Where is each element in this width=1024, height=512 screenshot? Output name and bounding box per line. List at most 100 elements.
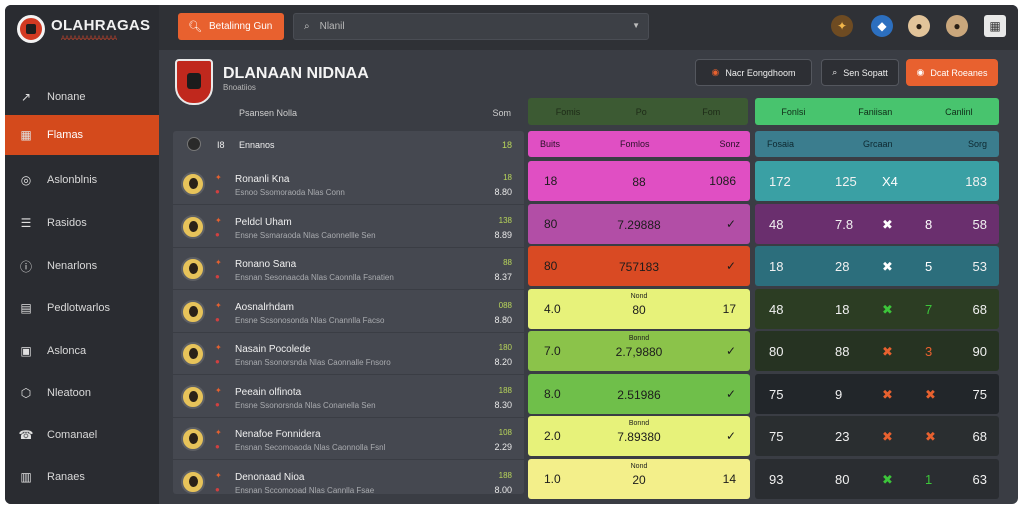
stat-cell: 7.89380 [617,430,661,444]
avatar[interactable]: ● [946,15,968,37]
table-row[interactable]: 1.0 Nond 20 14 [528,458,750,499]
sidebar-item-flamas[interactable]: ▦ Flamas [5,115,159,155]
player-value: 8.80 [494,187,512,197]
right-col-label: Fonlsi [781,106,806,117]
sidebar-item-label: Comanael [47,429,98,441]
settings-icon: ◉ [711,67,720,77]
table-row[interactable]: 18 28 ✖ 5 53 [755,246,999,286]
table-header-row: Buits Fomlos Sonz [528,131,750,157]
sidebar-item-nleatoon[interactable]: ⬡ Nleatoon [5,373,159,413]
sidebar-item-aslonca[interactable]: ▣ Aslonca [5,331,159,371]
app-logo[interactable]: OLAHRAGAS AAAAAAAAAAAAAA [15,11,155,49]
player-value: 8.30 [494,399,512,410]
trophy-icon[interactable]: ✦ [831,15,853,37]
avatar [181,257,205,281]
stat-cell: ✓ [725,259,736,273]
table-row[interactable]: ✦ ● Ronanli Kna Esnoo Ssomoraoda Nlas Conn 1… [173,163,524,205]
table-row[interactable]: 7.0 Bonnd 2.7,9880 ✓ [528,331,750,371]
header-cell: Ennanos [239,140,275,150]
avatar[interactable]: ● [908,15,930,37]
header-button-label: Sen Sopatt [843,67,888,78]
player-value: 138 [498,215,512,225]
sidebar-item-label: Pedlotwarlos [47,302,110,314]
right-column-header[interactable]: Fonlsi Faniisan Canlinl [755,98,999,125]
player-name: Peeain olfinota [235,386,302,398]
avatar [181,427,205,451]
sidebar-item-label: Aslonblnis [47,174,98,186]
header-button-3[interactable]: ◉ Dcat Roeanes [906,59,998,86]
top-action-button[interactable]: 🔍︎ Betalinng Gun [178,13,284,40]
sidebar-item-label: Nenarlons [47,260,98,272]
table-row[interactable]: ✦ ● Ronano Sana Ensnan Sesonaacda Nlas Caon… [173,248,524,290]
table-row[interactable]: ✦ ● Peeain olfinota Ensne Ssonorsnda Nlas C… [173,376,524,418]
table-row[interactable]: 93 80 ✖ 1 63 [755,458,999,499]
search-input[interactable]: ⌕ Nlanil ▼ [293,13,649,40]
table-row[interactable]: 75 23 ✖ ✖ 68 [755,416,999,456]
header-button-2[interactable]: ⌕ Sen Sopatt [821,59,899,86]
avatar [187,137,201,151]
table-row[interactable]: 4.0 Nond 80 17 [528,288,750,329]
table-row[interactable]: ✦ ● Peldcl Uham Ensne Ssmaraoda Nlas Caonne… [173,206,524,248]
star-icon: ✦ [215,300,222,310]
stat-cell: 3 [925,344,933,359]
table-row[interactable]: 80 88 ✖ 3 90 [755,331,999,371]
table-row[interactable]: 75 9 ✖ ✖ 75 [755,373,999,414]
stat-cell: 7 [925,301,933,317]
stat-cell: 80 [544,259,558,273]
sidebar-item-rasidos[interactable]: ☰ Rasidos [5,203,159,243]
stat-cell: 80 [835,471,850,487]
stat-cell: 7.0 [544,344,561,358]
sidebar-item-aslonblnis[interactable]: ◎ Aslonblnis [5,160,159,200]
table-row[interactable]: 48 7.8 ✖ 8 58 [755,203,999,244]
table-row[interactable]: 80 757183 ✓ [528,246,750,286]
player-name: Nasain Pocolede [235,344,311,355]
mark-icon: ✖ [882,216,893,232]
stat-cell: 23 [835,429,850,444]
table-row[interactable]: ✦ ● Aosnalrhdam Ensne Scsonosonda Nlas Cnan… [173,291,524,333]
player-value: 18 [503,173,512,182]
avatar [181,172,205,196]
header-cell: 18 [501,140,512,150]
logo-text: OLAHRAGAS [51,17,151,34]
phone-icon: ☎ [18,428,34,442]
stat-cell: 28 [835,259,850,274]
table-row[interactable]: 80 7.29888 ✓ [528,203,750,244]
table-row[interactable]: 172 125 X4 183 [755,161,999,201]
star-icon: ✦ [215,343,222,352]
stat-cell: 1086 [709,174,736,188]
sidebar-item-nonane[interactable]: ↗ Nonane [5,77,159,117]
stat-cell: 14 [722,471,736,486]
flag-icon: ● [215,357,220,366]
stat-cell: 5 [925,259,933,274]
avatar [181,469,205,494]
flag-icon: ● [215,484,220,494]
stat-cell: 2.51986 [617,387,661,402]
table-row[interactable]: ✦ ● Nenafoe Fonnidera Ensnan Secomoaoda Nla… [173,418,524,460]
table-row[interactable]: 8.0 2.51986 ✓ [528,373,750,414]
table-row[interactable]: ✦ ● Nasain Pocolede Ensnan Ssonorsnda Nlas … [173,333,524,375]
stat-sub-label: Bonnd [628,335,650,342]
header-button-label: Dcat Roeanes [930,67,988,78]
table-row[interactable]: ✦ ● Denonaad Nioa Ensnan Sccomooad Nlas Can… [173,461,524,503]
chevron-down-icon[interactable]: ▼ [632,21,640,30]
calendar-icon[interactable]: ▦ [984,15,1006,37]
stat-cell: 125 [835,174,857,189]
table-row[interactable]: 2.0 Bonnd 7.89380 ✓ [528,416,750,456]
player-desc: Ensne Scsonosonda Nlas Cnannlla Facso [235,315,385,325]
left-column-header: Psansen Nolla Som [173,102,523,124]
header-cell: I8 [217,140,225,150]
sidebar-item-nenarlons[interactable]: ⓘ Nenarlons [5,246,159,286]
flag-icon: ● [215,187,220,196]
shield-icon[interactable]: ◆ [871,15,893,37]
right-col-label: Canlinl [945,106,973,117]
sidebar-item-pedlotwarlos[interactable]: ▤ Pedlotwarlos [5,288,159,328]
mid-column-header[interactable]: Fomis Po Fom [528,98,748,125]
table-row[interactable]: 48 18 ✖ 7 68 [755,288,999,329]
sidebar-item-comanael[interactable]: ☎ Comanael [5,415,159,455]
stat-cell: 17 [722,301,736,316]
player-value: 108 [498,428,512,437]
header-button-1[interactable]: ◉ Nacr Eongdhoom [695,59,812,86]
stat-cell: ✖ [925,386,936,402]
table-row[interactable]: 18 88 1086 [528,161,750,201]
sidebar-item-ranaes[interactable]: ▥ Ranaes [5,457,159,497]
